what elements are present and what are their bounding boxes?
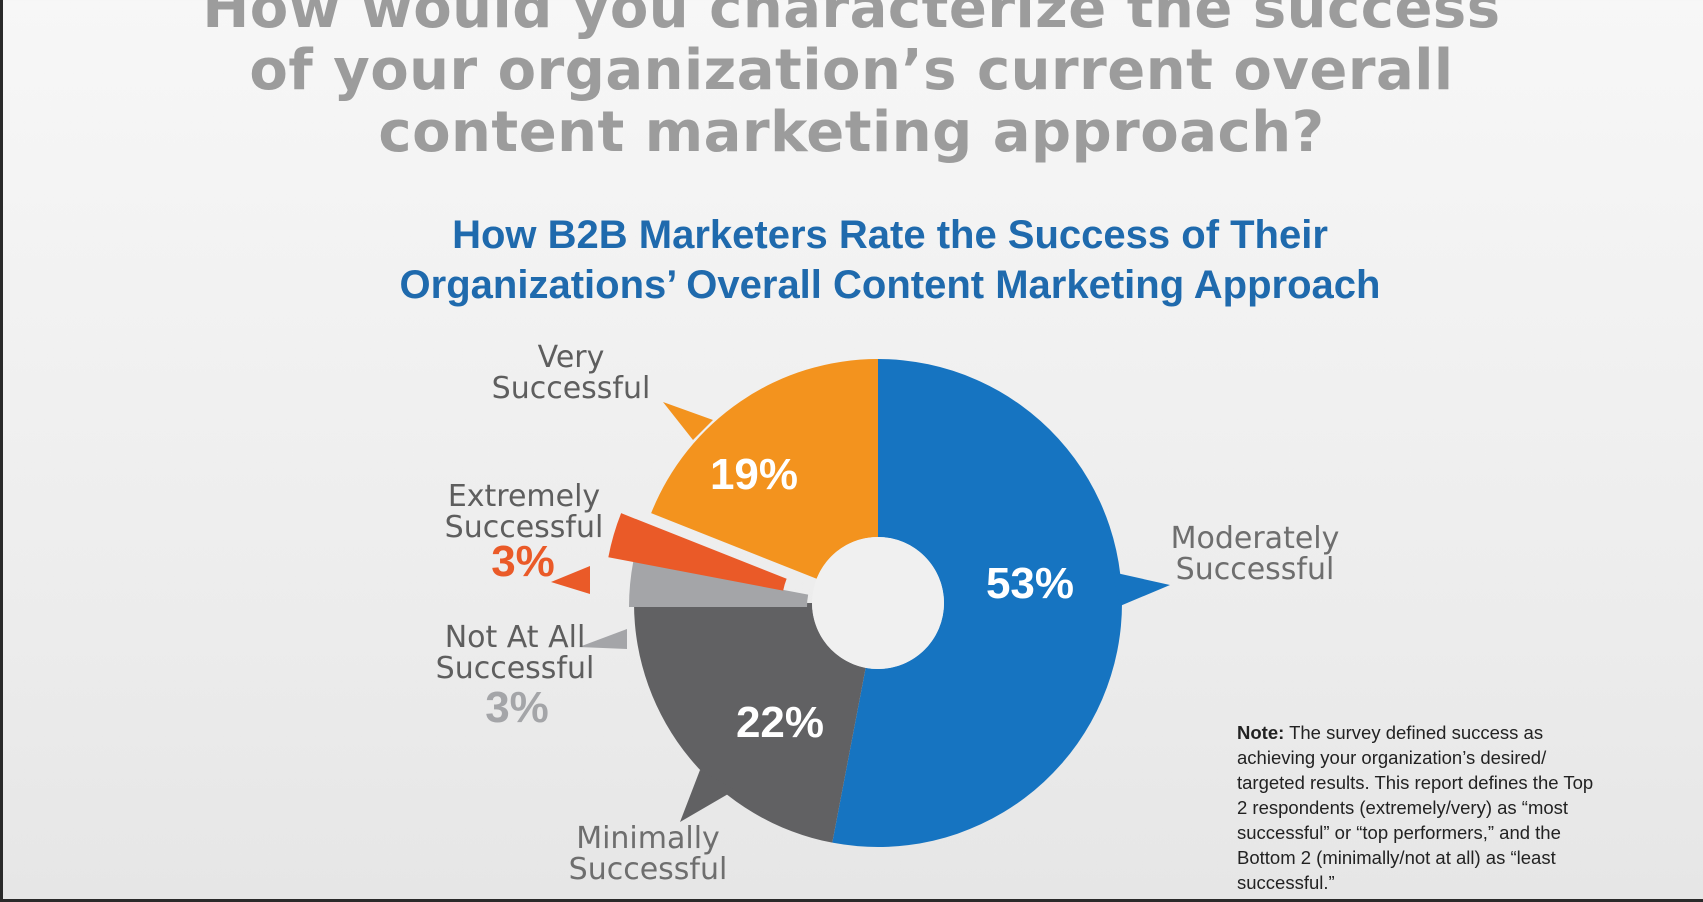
not-at-all-successful-value-label: 3%	[485, 683, 549, 732]
very-successful-value-label: 19%	[710, 450, 798, 499]
moderately-successful-pointer	[1112, 572, 1170, 606]
very-successful-slice-group	[651, 359, 878, 579]
extremely-successful-category-label-line-1: Extremely	[448, 479, 600, 514]
minimally-successful-value-label: 22%	[736, 698, 824, 747]
survey-question-line-3: content marketing approach?	[378, 100, 1325, 165]
chart-title-line-1: How B2B Marketers Rate the Success of Th…	[452, 213, 1328, 257]
moderately-successful-slice-group	[832, 359, 1170, 848]
very-successful-pointer	[663, 402, 713, 440]
minimally-successful-category-label-line-2: Successful	[569, 852, 728, 887]
note-label: Note:	[1237, 722, 1285, 743]
extremely-successful-slice-group	[551, 513, 787, 594]
chart-title-line-2: Organizations’ Overall Content Marketing…	[399, 263, 1381, 307]
extremely-successful-value-label: 3%	[491, 537, 555, 586]
donut-hole	[812, 537, 944, 669]
moderately-successful-slice	[832, 359, 1123, 848]
note-text: The survey defined success as achieving …	[1237, 722, 1594, 893]
survey-question: How would you characterize the success o…	[0, 0, 1703, 164]
extremely-successful-pointer	[551, 566, 590, 594]
note: Note: The survey defined success as achi…	[1237, 720, 1597, 895]
very-successful-category-label-line-2: Successful	[492, 371, 651, 406]
not-at-all-successful-pointer	[579, 629, 627, 649]
extremely-successful-category-label-line-2: Successful	[445, 510, 604, 545]
not-at-all-successful-slice-group	[579, 561, 809, 649]
not-at-all-successful-category-label-line-2: Successful	[436, 651, 595, 686]
chart-title: How B2B Marketers Rate the Success of Th…	[0, 210, 1703, 310]
moderately-successful-category-label-line-1: Moderately	[1171, 521, 1340, 556]
not-at-all-successful-slice	[629, 561, 809, 607]
minimally-successful-slice	[634, 603, 866, 843]
very-successful-slice	[651, 359, 878, 579]
minimally-successful-category-label-line-1: Minimally	[576, 821, 720, 856]
minimally-successful-pointer	[680, 770, 735, 822]
very-successful-category-label-line-1: Very	[538, 340, 605, 375]
not-at-all-successful-category-label-line-1: Not At All	[445, 620, 586, 655]
extremely-successful-slice	[608, 513, 787, 591]
survey-question-line-2: of your organization’s current overall	[249, 38, 1454, 103]
survey-question-line-1: How would you characterize the success	[202, 0, 1501, 41]
moderately-successful-category-label-line-2: Successful	[1176, 552, 1335, 587]
minimally-successful-slice-group	[634, 603, 866, 843]
moderately-successful-value-label: 53%	[986, 559, 1074, 608]
